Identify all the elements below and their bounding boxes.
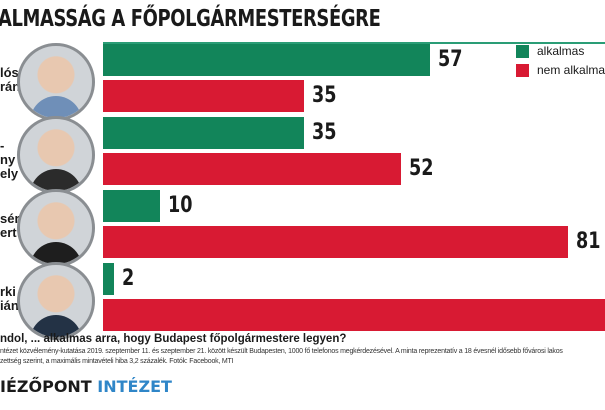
- data-label: 2: [122, 266, 135, 291]
- bar-nem-alkalmas: [103, 153, 402, 185]
- bar-alkalmas: [103, 44, 431, 76]
- candidate-name: sér ert: [0, 211, 20, 240]
- data-label: 35: [311, 120, 337, 145]
- candidate-name-line: lós: [0, 65, 19, 80]
- data-label: 10: [168, 193, 193, 218]
- photo-shoulders: [30, 315, 82, 337]
- candidate-photo: [17, 262, 95, 340]
- bar-nem-alkalmas: [103, 299, 605, 331]
- candidate-name: lós rán: [0, 65, 21, 94]
- survey-question: ndol, ... alkalmas arra, hogy Budapest f…: [0, 333, 347, 345]
- chart-title: ALMASSÁG A FŐPOLGÁRMESTERSÉGRE: [0, 6, 381, 32]
- methodology-note-2: zettség szerint, a maximális mintavételi…: [0, 358, 234, 365]
- methodology-notes: ntézet közvélemény-kutatása 2019. szepte…: [0, 347, 605, 367]
- data-label: 52: [409, 156, 434, 181]
- legend-swatch-nem-alkalmas: [516, 63, 529, 77]
- legend-label: nem alkalmas: [537, 63, 605, 77]
- photo-shoulders: [30, 169, 82, 191]
- candidate-name-line: sér: [0, 211, 20, 226]
- photo-shoulders: [30, 96, 82, 118]
- methodology-note: ntézet közvélemény-kutatása 2019. szepte…: [0, 348, 563, 355]
- legend-item-nem-alkalmas: nem alkalmas: [516, 63, 605, 77]
- candidate-name-line: ely: [0, 166, 19, 181]
- title-rule: [103, 42, 605, 44]
- nezopont-logo: IÉZŐPONT INTÉZET: [0, 377, 172, 396]
- candidate-photo: [17, 116, 95, 194]
- candidate-name: -ny ely: [0, 138, 19, 181]
- candidate-name-line: rán: [0, 79, 21, 94]
- photo-shoulders: [30, 242, 82, 264]
- bar-nem-alkalmas: [103, 80, 304, 112]
- candidate-name: rki ián: [0, 284, 19, 313]
- data-label: 35: [311, 83, 337, 108]
- candidate-name-line: rki: [0, 284, 16, 299]
- candidate-name-line: -ny: [0, 138, 16, 167]
- logo-text: IÉZŐPONT: [0, 377, 92, 396]
- candidate-photo: [17, 189, 95, 267]
- legend-item-alkalmas: alkalmas: [516, 44, 584, 58]
- legend-swatch-alkalmas: [516, 44, 529, 58]
- bar-alkalmas: [103, 117, 304, 149]
- data-label: 81: [575, 229, 601, 254]
- bar-alkalmas: [103, 263, 115, 295]
- candidate-name-line: ián: [0, 298, 19, 313]
- legend-label: alkalmas: [537, 44, 585, 58]
- data-label: 57: [438, 47, 463, 72]
- candidate-name-line: ert: [0, 225, 17, 240]
- bar-alkalmas: [103, 190, 161, 222]
- candidate-photo: [17, 43, 95, 121]
- bar-nem-alkalmas: [103, 226, 568, 258]
- logo-text-accent: INTÉZET: [97, 377, 172, 396]
